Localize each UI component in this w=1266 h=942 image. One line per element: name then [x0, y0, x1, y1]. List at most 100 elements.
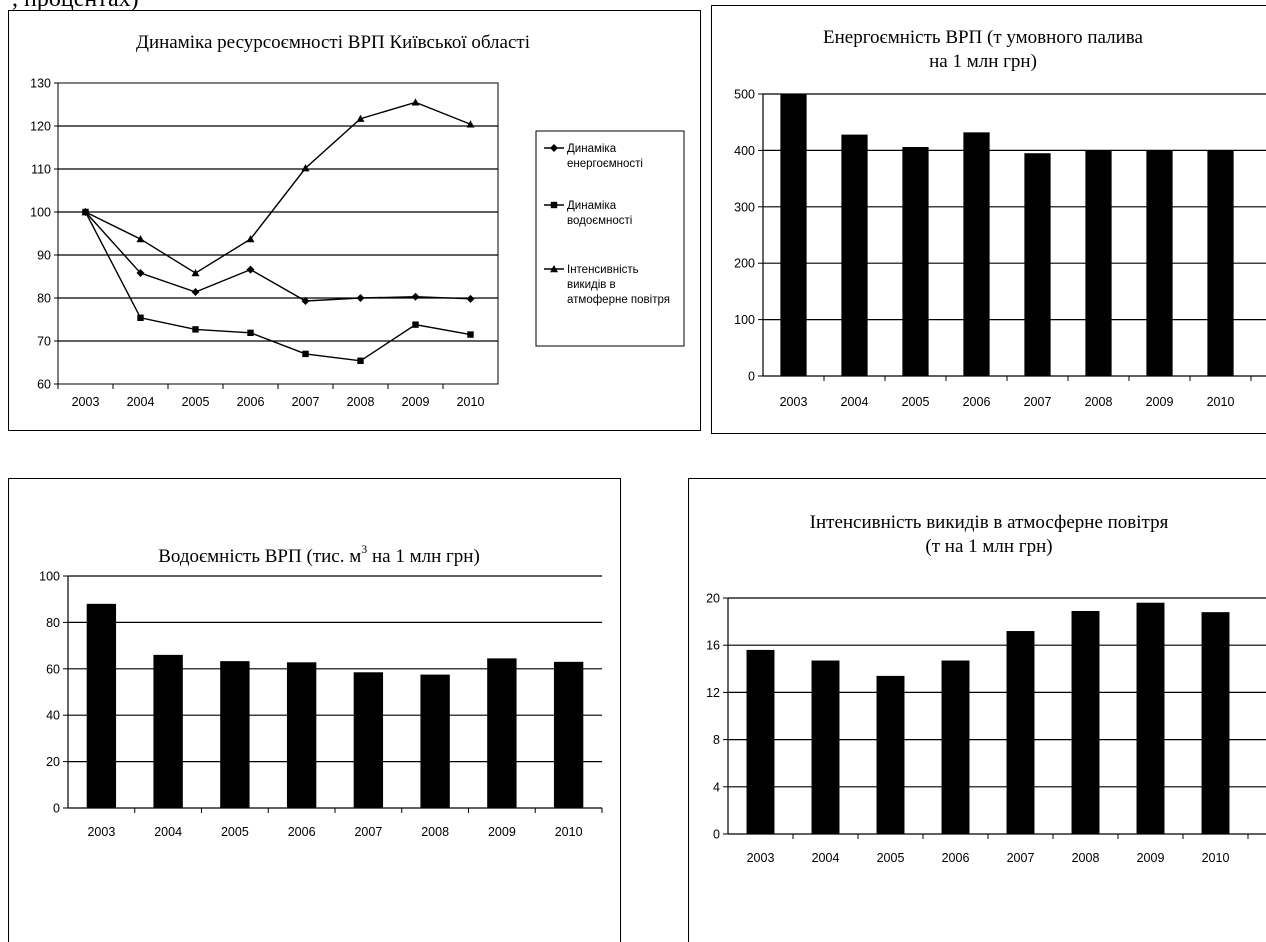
x-tick-label: 2005 — [182, 395, 210, 409]
triangle-marker — [550, 265, 558, 273]
y-tick-label: 0 — [748, 370, 755, 384]
y-tick-label: 120 — [30, 120, 51, 134]
resource-intensity-chart-panel: Динаміка ресурсоємності ВРП Київської об… — [8, 10, 701, 431]
chart-title-line-1: Енергоємність ВРП (т умовного палива — [823, 27, 1144, 48]
series-line — [84, 211, 471, 362]
bar — [1071, 610, 1100, 834]
bar — [153, 654, 183, 808]
x-tick-label: 2009 — [402, 395, 430, 409]
bar — [876, 675, 905, 834]
diamond-marker — [301, 297, 310, 306]
diamond-marker — [136, 269, 145, 278]
x-tick-label: 2006 — [288, 825, 316, 839]
x-tick-label: 2004 — [154, 825, 182, 839]
y-tick-label: 90 — [37, 249, 51, 263]
x-tick-label: 2010 — [1207, 395, 1235, 409]
legend-label: Інтенсивність — [567, 264, 639, 276]
y-tick-label: 60 — [46, 662, 60, 676]
legend-box — [535, 130, 685, 347]
y-tick-label: 80 — [46, 616, 60, 630]
y-tick-label: 110 — [31, 163, 51, 177]
series-line — [85, 101, 471, 274]
bar — [286, 662, 317, 808]
y-tick-label: 100 — [30, 206, 51, 220]
y-tick-label: 4 — [713, 780, 720, 794]
x-tick-label: 2005 — [221, 825, 249, 839]
square-marker — [192, 326, 199, 333]
bar — [553, 661, 584, 808]
chart-title-line-1: Інтенсивність викидів в атмосферне повіт… — [810, 512, 1169, 533]
y-tick-label: 12 — [706, 686, 720, 700]
chart-title: Водоємність ВРП (тис. м3 на 1 млн грн) — [158, 542, 480, 567]
triangle-marker — [466, 120, 475, 128]
diamond-marker — [191, 287, 200, 296]
y-tick-label: 130 — [30, 77, 51, 91]
x-tick-label: 2003 — [87, 825, 115, 839]
water-intensity-bar-chart: Водоємність ВРП (тис. м3 на 1 млн грн) 0… — [8, 478, 621, 942]
bar — [1024, 153, 1051, 376]
y-tick-label: 8 — [713, 733, 720, 747]
x-tick-label: 2006 — [963, 395, 991, 409]
page-header-fragment: , процентах) — [12, 0, 139, 13]
square-marker — [137, 314, 144, 321]
bar — [941, 660, 970, 834]
x-tick-label: 2004 — [841, 395, 869, 409]
x-tick-label: 2008 — [347, 395, 375, 409]
y-tick-label: 500 — [734, 88, 755, 102]
legend: Динаміка енергоємності Динаміка водоємності… — [535, 130, 685, 347]
x-tick-label: 2009 — [1137, 851, 1165, 865]
y-tick-label: 20 — [706, 592, 720, 606]
legend-label: Динаміка — [567, 200, 617, 212]
series-line — [84, 211, 471, 302]
triangle-marker — [136, 235, 145, 243]
y-tick-label: 40 — [46, 709, 60, 723]
x-tick-label: 2003 — [72, 395, 100, 409]
triangle-marker — [81, 208, 90, 216]
bar — [1146, 150, 1173, 376]
x-tick-label: 2009 — [488, 825, 516, 839]
bar — [1085, 150, 1112, 376]
x-tick-label: 2003 — [780, 395, 808, 409]
legend-label: енергоємності — [567, 158, 643, 170]
water-intensity-chart-panel: Водоємність ВРП (тис. м3 на 1 млн грн) 0… — [8, 478, 621, 942]
x-tick-label: 2010 — [1202, 851, 1230, 865]
bar — [811, 660, 840, 834]
bar — [353, 672, 384, 808]
triangle-marker — [301, 164, 310, 172]
bar — [746, 649, 775, 834]
square-marker — [247, 329, 254, 337]
legend-label: викидів в — [567, 279, 616, 291]
bar — [1207, 150, 1234, 376]
y-tick-label: 0 — [713, 828, 720, 842]
x-tick-label: 2009 — [1146, 395, 1174, 409]
y-tick-label: 100 — [39, 570, 60, 584]
square-marker — [357, 357, 364, 364]
bar — [780, 94, 807, 376]
x-tick-label: 2008 — [1072, 851, 1100, 865]
bar — [902, 147, 929, 376]
x-tick-label: 2005 — [877, 851, 905, 865]
diamond-marker — [411, 292, 420, 301]
energy-intensity-chart-panel: Енергоємність ВРП (т умовного палива на … — [711, 5, 1266, 434]
bar — [841, 134, 868, 376]
y-tick-label: 300 — [734, 200, 755, 214]
y-tick-label: 80 — [37, 292, 51, 306]
emissions-intensity-chart-panel: Інтенсивність викидів в атмосферне повіт… — [688, 478, 1266, 942]
x-tick-label: 2007 — [292, 395, 320, 409]
energy-intensity-bar-chart: Енергоємність ВРП (т умовного палива на … — [711, 5, 1266, 434]
bar — [963, 132, 990, 376]
triangle-marker — [191, 269, 200, 277]
y-tick-label: 70 — [37, 335, 51, 349]
x-tick-label: 2004 — [812, 851, 840, 865]
bar — [1136, 602, 1165, 834]
y-tick-label: 400 — [734, 144, 755, 158]
bar — [1006, 631, 1035, 834]
bar — [487, 658, 517, 808]
x-tick-label: 2006 — [942, 851, 970, 865]
chart-title: Динаміка ресурсоємності ВРП Київської об… — [136, 32, 530, 53]
x-tick-label: 2008 — [421, 825, 449, 839]
triangle-marker — [246, 235, 255, 243]
diamond-marker — [356, 294, 365, 302]
y-tick-label: 0 — [53, 802, 60, 816]
x-tick-label: 2005 — [902, 395, 930, 409]
